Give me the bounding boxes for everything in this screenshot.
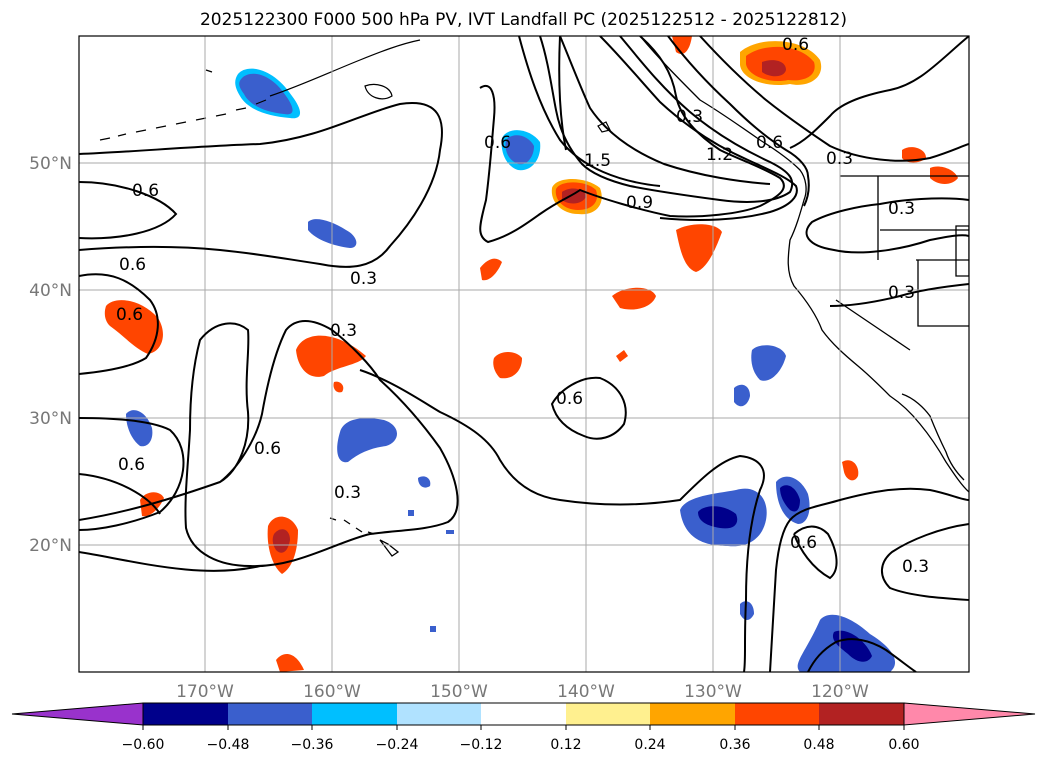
aleutian-islands — [99, 39, 611, 141]
colorbar-segment — [650, 703, 735, 725]
lon-label-150w: 150°W — [430, 682, 488, 702]
colorbar-tick-label: −0.60 — [122, 737, 165, 753]
colorbar-segment — [143, 703, 228, 725]
lon-label-160w: 160°W — [303, 682, 361, 702]
positive-anomaly-areas — [104, 36, 958, 672]
contour-label: 1.2 — [706, 145, 733, 165]
colorbar-tick-label: 0.12 — [550, 737, 581, 753]
colorbar-tick-label: −0.12 — [460, 737, 503, 753]
contour-label: 0.3 — [350, 269, 377, 289]
lat-label-30n: 30°N — [29, 409, 72, 429]
contour-label: 0.3 — [902, 557, 929, 577]
colorbar: −0.60 −0.48 −0.36 −0.24 −0.12 0.12 0.24 … — [11, 702, 1036, 753]
latitude-labels: 50°N 40°N 30°N 20°N — [29, 154, 72, 556]
contour-label: 0.6 — [254, 439, 281, 459]
lat-label-50n: 50°N — [29, 154, 72, 174]
contour-label: 0.3 — [676, 107, 703, 127]
colorbar-segment — [735, 703, 819, 725]
contour-label: 0.6 — [484, 133, 511, 153]
coastlines — [329, 36, 969, 557]
contour-label: 0.9 — [626, 193, 653, 213]
contour-label: 0.6 — [556, 389, 583, 409]
colorbar-segment — [397, 703, 481, 725]
colorbar-tick-label: 0.24 — [634, 737, 665, 753]
contour-label: 0.3 — [330, 321, 357, 341]
contour-label: 0.3 — [888, 283, 915, 303]
contour-label: 0.6 — [782, 35, 809, 55]
colorbar-tick-label: 0.48 — [803, 737, 834, 753]
pv-filled-contours — [104, 36, 958, 672]
colorbar-tick-label: 0.60 — [888, 737, 919, 753]
colorbar-segment — [566, 703, 650, 725]
colorbar-tick-label: −0.48 — [207, 737, 250, 753]
map-title: 2025122300 F000 500 hPa PV, IVT Landfall… — [199, 10, 847, 30]
ivt-contour-lines — [79, 36, 969, 672]
contour-label: 0.6 — [756, 133, 783, 153]
map-plot-area: 0.6 0.6 0.6 0.3 0.3 0.6 0.3 0.6 1.5 0.9 … — [79, 35, 969, 672]
contour-label: 0.3 — [334, 483, 361, 503]
contour-label: 0.6 — [132, 181, 159, 201]
colorbar-segment — [819, 703, 904, 725]
colorbar-extend-low — [11, 702, 144, 726]
lon-label-140w: 140°W — [557, 682, 615, 702]
contour-label: 0.6 — [118, 455, 145, 475]
colorbar-tick-label: −0.24 — [376, 737, 419, 753]
lat-label-20n: 20°N — [29, 536, 72, 556]
longitude-labels: 170°W 160°W 150°W 140°W 130°W 120°W — [176, 682, 869, 702]
colorbar-tick-label: −0.36 — [291, 737, 334, 753]
contour-label: 0.6 — [790, 533, 817, 553]
contour-labels: 0.6 0.6 0.6 0.3 0.3 0.6 0.3 0.6 1.5 0.9 … — [116, 35, 929, 577]
colorbar-segment — [481, 703, 566, 725]
colorbar-segment — [228, 703, 312, 725]
lon-label-170w: 170°W — [176, 682, 234, 702]
map-frame — [78, 35, 970, 673]
colorbar-tick-label: 0.36 — [719, 737, 750, 753]
contour-label: 0.6 — [119, 255, 146, 275]
contour-label: 0.6 — [116, 305, 143, 325]
colorbar-segment — [312, 703, 397, 725]
contour-label: 0.3 — [888, 199, 915, 219]
graticule — [79, 36, 969, 672]
negative-anomaly-areas — [126, 68, 896, 672]
contour-label: 1.5 — [584, 151, 611, 171]
lon-label-120w: 120°W — [811, 682, 869, 702]
colorbar-extend-high — [903, 702, 1036, 726]
contour-label: 0.3 — [826, 149, 853, 169]
lon-label-130w: 130°W — [684, 682, 742, 702]
lat-label-40n: 40°N — [29, 281, 72, 301]
